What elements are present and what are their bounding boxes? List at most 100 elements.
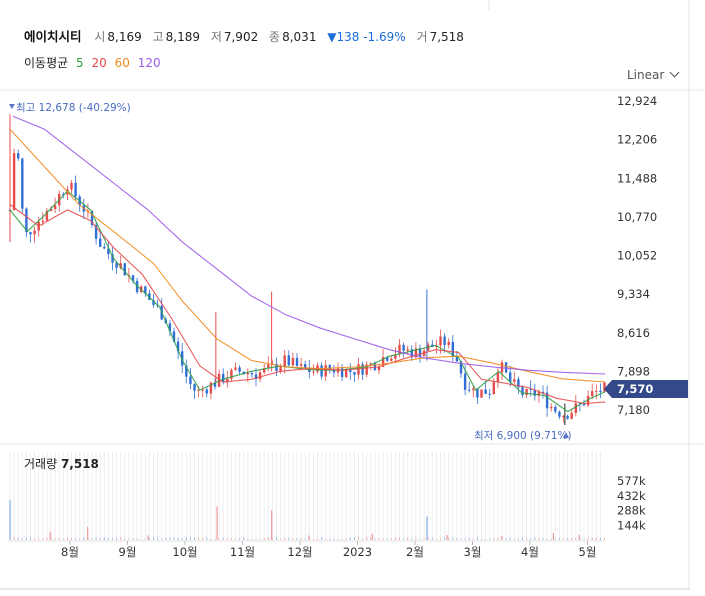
candle-body [402,344,405,351]
candle-body [509,372,512,382]
price-tick-label: 7,898 [617,364,650,378]
volume-bar [476,537,478,540]
volume-bar [226,538,228,540]
moving-average-legend: 이동평균 5 20 60 120 [24,54,161,71]
volume-bar [399,537,400,540]
volume-bar [595,537,597,540]
volume-bar [382,538,384,540]
candle-body [406,349,409,351]
volume-bar [30,537,31,540]
candle-body [459,361,463,374]
volume-tick-label: 288k [617,504,646,518]
volume-bar [103,537,105,540]
volume-bar [95,537,97,540]
volume-bar [448,537,450,540]
price-tick-label: 11,488 [617,171,657,185]
candle-body [201,389,204,391]
candle-body [238,367,241,372]
volume-bar [558,538,560,540]
volume-bar [280,538,282,540]
volume-bar [517,538,519,540]
high-value: 8,189 [165,30,200,44]
volume-bar [107,538,109,540]
volume-bar [194,538,195,540]
candle-body [230,369,233,379]
candle-body [390,358,393,361]
candle-body [349,369,352,372]
stock-name: 에이치시티 [24,29,82,44]
volume-bar [46,537,48,540]
candle-body [197,389,200,391]
candle-body [62,193,65,195]
candle-body [562,415,565,417]
volume-bar [493,538,495,540]
candle-body [439,336,442,346]
volume-bar [79,538,81,540]
candle-body [176,341,180,352]
moving-average-line-60 [9,128,606,383]
candle-body [205,389,208,394]
candle-body [566,415,569,419]
ma-5[interactable]: 5 [76,56,84,70]
min-annotation: 최저 6,900 (9.71%) [474,430,572,442]
volume-bar [460,538,462,540]
volume-spike-bar [147,535,149,540]
candle-body [386,357,389,361]
volume-bar [317,538,318,540]
volume-bar [148,537,150,540]
volume-spike-bar [49,531,51,540]
volume-bar [485,539,487,540]
volume-bar [165,537,167,540]
close-value: 8,031 [282,30,317,44]
candle-body [275,363,278,371]
price-tick-label: 10,770 [617,210,657,224]
volume-bar [99,538,101,540]
volume-bar [251,539,253,540]
volume-bar [464,538,466,540]
candle-body [267,364,270,369]
volume-spike-bar [552,532,555,540]
volume-bar [66,537,68,540]
candle-body [283,355,286,367]
volume-bar [235,538,236,540]
candle-body [394,354,397,359]
candle-body [541,391,545,393]
volume-bar [136,538,138,540]
volume-spike-bar [426,516,428,540]
volume-bar [390,538,392,540]
candle-body [17,153,20,159]
candle-body [353,371,356,375]
candle-body [463,373,467,390]
volume-bar [526,538,528,540]
candle-body [33,230,36,235]
volume-bar [435,539,437,540]
volume-bar [534,537,536,540]
volume-bar [267,537,269,540]
candle-body [476,388,479,398]
volume-bar [550,538,552,540]
volume-label: 거 [416,30,428,44]
candle-body [513,379,516,382]
volume-bar [58,537,60,540]
volume-tick-label: 577k [617,474,646,488]
candle-body [263,368,266,373]
candle-body [570,412,573,419]
x-tick-label: 10월 [172,545,197,559]
candle-body [53,205,57,209]
candle-body [74,182,77,197]
volume-bar [140,539,142,540]
candle-body [304,364,307,368]
volume-bar [386,538,388,540]
ma-20[interactable]: 20 [91,56,107,70]
candle-body [115,262,118,268]
candle-body [246,373,249,375]
scale-selector[interactable]: Linear [627,67,680,82]
moving-average-line-120 [12,115,606,375]
moving-average-line-20 [9,204,606,405]
ma-60[interactable]: 60 [114,56,130,70]
candle-body [287,355,290,366]
candle-body [90,210,94,225]
volume-bars [9,500,605,540]
ma-120[interactable]: 120 [137,56,161,70]
